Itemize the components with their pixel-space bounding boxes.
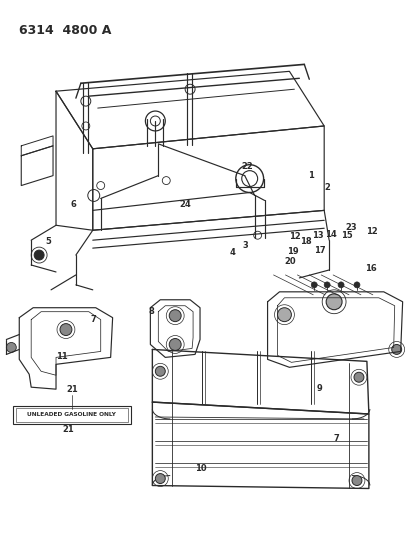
Circle shape <box>310 282 317 288</box>
Circle shape <box>169 310 181 321</box>
Circle shape <box>326 294 341 310</box>
Text: 20: 20 <box>284 257 296 266</box>
Text: 19: 19 <box>286 247 298 256</box>
Text: 3: 3 <box>241 241 247 250</box>
Text: 21: 21 <box>66 385 78 394</box>
Circle shape <box>155 366 165 376</box>
Circle shape <box>169 338 181 350</box>
Text: 1: 1 <box>307 171 313 180</box>
Text: 13: 13 <box>312 231 323 240</box>
Circle shape <box>324 282 329 288</box>
Text: 11: 11 <box>56 352 67 361</box>
Text: 22: 22 <box>240 163 252 172</box>
Text: 12: 12 <box>365 227 377 236</box>
Text: 18: 18 <box>299 237 311 246</box>
Circle shape <box>337 282 343 288</box>
Text: 9: 9 <box>315 384 321 393</box>
Text: 14: 14 <box>325 230 336 239</box>
Circle shape <box>351 475 361 486</box>
Text: 12: 12 <box>288 232 300 241</box>
Circle shape <box>155 474 165 483</box>
Circle shape <box>391 344 401 354</box>
Text: 24: 24 <box>179 199 191 208</box>
Text: 23: 23 <box>344 223 356 232</box>
Text: 7: 7 <box>333 433 338 442</box>
Text: 16: 16 <box>364 264 376 272</box>
Text: 6314  4800 A: 6314 4800 A <box>19 23 111 37</box>
Circle shape <box>277 308 291 321</box>
Text: 15: 15 <box>340 231 352 240</box>
Text: 6: 6 <box>71 199 76 208</box>
Text: 4: 4 <box>229 248 235 257</box>
Circle shape <box>60 324 72 336</box>
Circle shape <box>7 343 16 352</box>
Text: 21: 21 <box>63 425 74 434</box>
Circle shape <box>353 372 363 382</box>
Circle shape <box>34 250 44 260</box>
Circle shape <box>353 282 359 288</box>
Text: 2: 2 <box>324 183 329 191</box>
Text: 7: 7 <box>90 316 96 325</box>
Text: UNLEADED GASOLINE ONLY: UNLEADED GASOLINE ONLY <box>27 413 116 417</box>
Text: 10: 10 <box>195 464 206 473</box>
Text: 17: 17 <box>313 246 325 255</box>
Text: 5: 5 <box>45 237 51 246</box>
Text: 8: 8 <box>148 307 154 316</box>
